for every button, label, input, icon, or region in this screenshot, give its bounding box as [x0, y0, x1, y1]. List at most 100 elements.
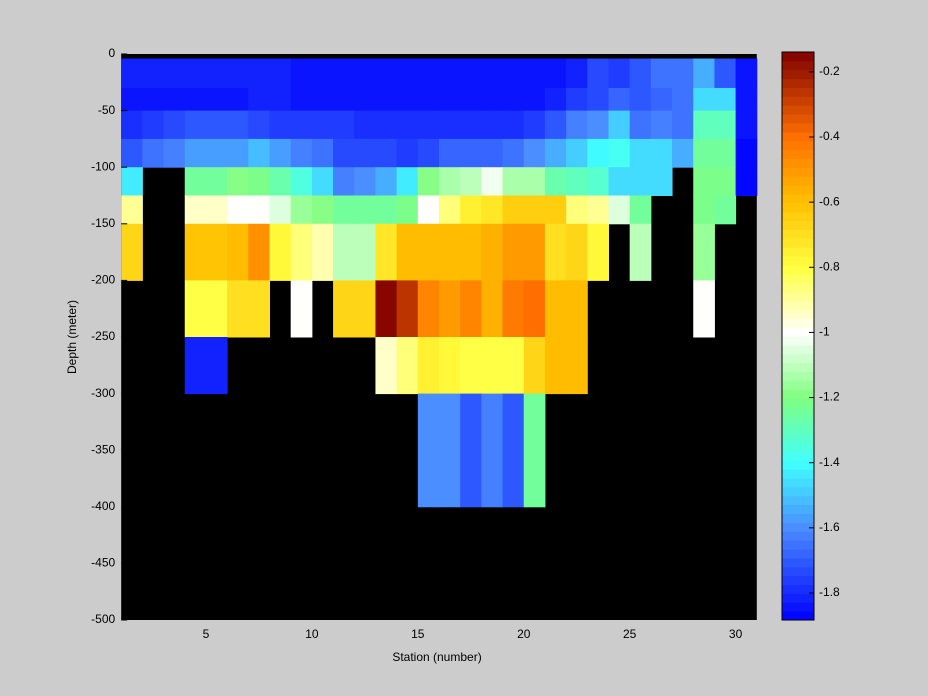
heatmap-cell — [608, 195, 631, 225]
heatmap-cell — [396, 337, 419, 395]
heatmap-cell — [333, 87, 355, 112]
heatmap-cell — [587, 58, 609, 89]
heatmap-cell — [396, 58, 419, 89]
colorbar-swatch — [782, 540, 814, 550]
heatmap-cell — [396, 138, 419, 168]
colorbar-swatch — [782, 344, 814, 355]
heatmap-cell — [502, 223, 525, 281]
heatmap-cell — [502, 58, 525, 89]
heatmap-cell — [481, 223, 504, 281]
colorbar-swatch — [782, 469, 814, 479]
heatmap-cell — [439, 337, 461, 395]
heatmap-cell — [417, 110, 440, 140]
heatmap-cell — [121, 138, 143, 168]
heatmap-cell — [714, 58, 737, 89]
heatmap-cell — [121, 110, 143, 140]
heatmap-cell — [439, 280, 461, 338]
colorbar-swatch — [782, 220, 814, 230]
heatmap-cell — [439, 58, 461, 89]
colorbar-tick-label: -0.6 — [819, 194, 840, 208]
heatmap-cell — [227, 167, 249, 196]
heatmap-cell — [248, 167, 271, 196]
heatmap-cell — [248, 87, 271, 112]
heatmap-cell — [587, 167, 609, 196]
colorbar-swatch — [782, 611, 814, 621]
x-tick-label: 15 — [411, 627, 425, 641]
heatmap-cell — [354, 195, 376, 225]
heatmap-cell — [290, 58, 313, 89]
y-tick-label: -100 — [91, 159, 115, 173]
heatmap-cell — [735, 110, 758, 140]
heatmap-cell — [502, 87, 525, 112]
colorbar-swatch — [782, 362, 814, 372]
colorbar-swatch — [782, 389, 814, 399]
heatmap-cell — [714, 195, 737, 225]
heatmap-cell — [714, 110, 737, 140]
y-tick-label: 0 — [109, 46, 116, 60]
heatmap-cell — [629, 223, 652, 281]
heatmap-cell — [184, 223, 207, 281]
heatmap-cell — [566, 337, 588, 395]
y-tick-label: -200 — [91, 273, 115, 287]
heatmap-cell — [227, 110, 249, 140]
heatmap-cell — [269, 195, 292, 225]
heatmap-cell — [523, 280, 546, 338]
colorbar-tick-label: -1.4 — [819, 455, 840, 469]
x-tick-label: 20 — [517, 627, 531, 641]
colorbar-swatch — [782, 584, 814, 594]
heatmap-cell — [290, 223, 313, 281]
colorbar-swatch — [782, 291, 814, 301]
heatmap-cell — [566, 58, 588, 89]
colorbar-tick-label: -1.2 — [819, 390, 840, 404]
heatmap-cell — [184, 138, 207, 168]
heatmap-cell — [396, 87, 419, 112]
colorbar-swatch — [782, 158, 814, 168]
heatmap-cell — [566, 223, 588, 281]
colorbar-swatch — [782, 549, 814, 559]
heatmap-cell — [311, 138, 334, 168]
heatmap-cell — [439, 87, 461, 112]
heatmap-cell — [460, 167, 482, 196]
heatmap-cell — [290, 110, 313, 140]
colorbar-swatch — [782, 318, 814, 328]
heatmap-cell — [248, 195, 271, 225]
heatmap-cell — [608, 167, 631, 196]
heatmap-cell — [290, 167, 313, 196]
heatmap-cell — [269, 58, 292, 89]
heatmap-cell — [439, 138, 461, 168]
heatmap-cell — [523, 167, 546, 196]
heatmap-cell — [333, 58, 355, 89]
y-tick-label: -250 — [91, 329, 115, 343]
colorbar-swatch — [782, 398, 814, 408]
colorbar-swatch — [782, 176, 814, 186]
heatmap-cell — [544, 58, 567, 89]
heatmap-cell — [502, 337, 525, 395]
heatmap-cell — [481, 58, 504, 89]
colorbar-tick-label: -1.6 — [819, 520, 840, 534]
colorbar-swatch — [782, 69, 814, 80]
heatmap-cell — [544, 167, 567, 196]
heatmap-cell — [269, 223, 292, 281]
heatmap-cell — [227, 58, 249, 89]
heatmap-cell — [142, 110, 165, 140]
x-tick-label: 30 — [729, 627, 743, 641]
heatmap-cell — [481, 87, 504, 112]
heatmap-cell — [290, 280, 313, 338]
heatmap-cell — [566, 280, 588, 338]
heatmap-cell — [184, 167, 207, 196]
heatmap-cell — [481, 167, 504, 196]
colorbar-swatch — [782, 238, 814, 248]
heatmap-cell — [163, 138, 186, 168]
heatmap-cell — [248, 58, 271, 89]
heatmap-cell — [333, 138, 355, 168]
heatmap-cell — [121, 223, 143, 281]
heatmap-cell — [333, 167, 355, 196]
heatmap-cell — [460, 87, 482, 112]
heatmap-cell — [587, 110, 609, 140]
heatmap-cell — [269, 167, 292, 196]
heatmap-cell — [672, 110, 694, 140]
y-tick-label: -300 — [91, 386, 115, 400]
heatmap-cell — [333, 280, 355, 338]
heatmap-cell — [290, 138, 313, 168]
